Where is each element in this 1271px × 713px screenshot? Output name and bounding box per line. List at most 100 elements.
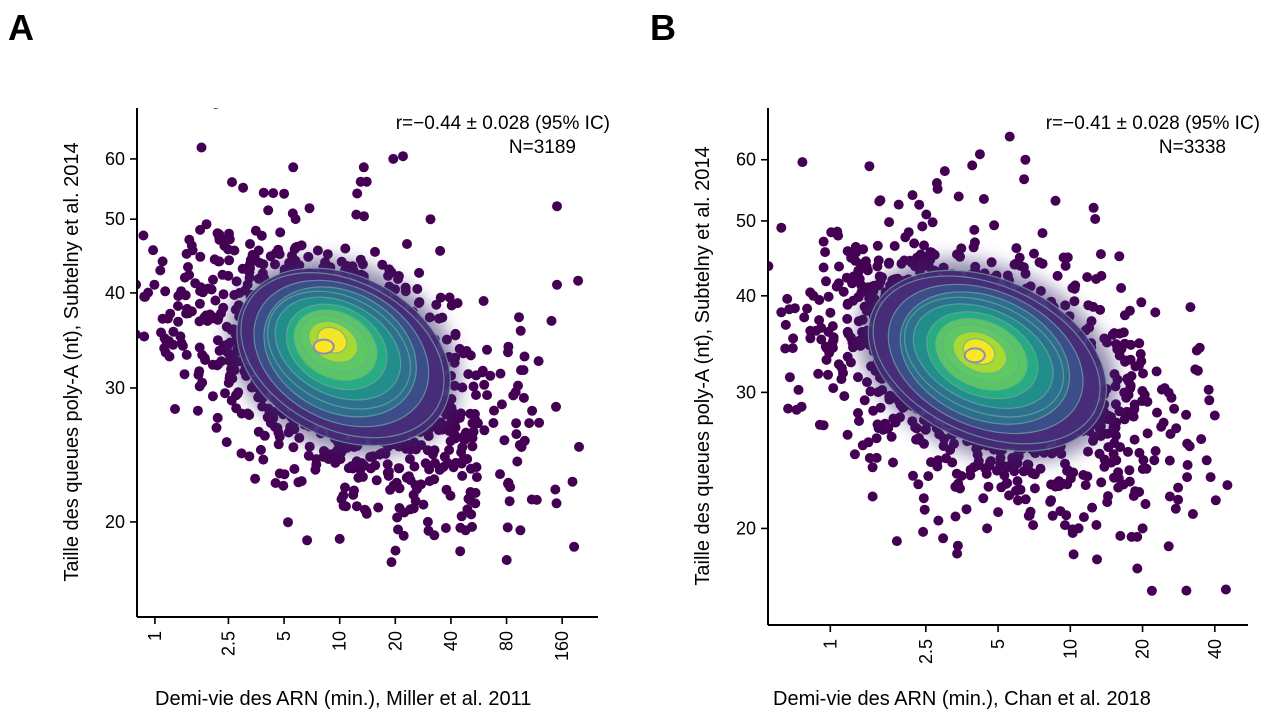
data-point: [273, 439, 284, 450]
data-point: [1152, 407, 1162, 418]
data-point: [836, 374, 847, 385]
data-point: [1142, 396, 1153, 407]
data-point: [989, 220, 1000, 231]
data-point: [952, 540, 963, 551]
data-point: [961, 504, 972, 515]
data-point: [351, 501, 362, 512]
x-tick-label: 40: [441, 631, 461, 651]
data-point: [1062, 252, 1073, 263]
data-point: [919, 240, 929, 251]
panel-letter: B: [650, 7, 676, 48]
x-tick-label: 20: [1133, 639, 1153, 659]
data-point: [1067, 283, 1078, 293]
data-point: [776, 222, 787, 233]
data-point: [221, 437, 232, 448]
data-point: [933, 515, 944, 526]
data-point: [304, 203, 315, 214]
data-point: [1096, 477, 1107, 488]
data-point: [983, 481, 994, 492]
data-point: [1047, 510, 1058, 521]
data-point: [414, 267, 425, 278]
data-point: [776, 307, 787, 318]
data-point: [1114, 251, 1125, 262]
data-point: [814, 295, 825, 305]
data-point: [1201, 455, 1212, 466]
data-point: [1062, 465, 1073, 476]
data-point: [495, 368, 506, 379]
data-point: [825, 307, 836, 318]
data-point: [247, 249, 258, 260]
data-point: [157, 313, 168, 324]
data-point: [275, 227, 286, 238]
data-point: [818, 420, 829, 431]
data-point: [1136, 356, 1147, 367]
data-point: [827, 321, 838, 332]
data-point: [149, 279, 160, 290]
data-point: [891, 536, 902, 547]
data-point: [813, 368, 824, 379]
data-point: [1146, 585, 1157, 596]
data-point: [874, 196, 885, 207]
data-point: [470, 498, 481, 509]
data-point: [184, 270, 195, 280]
data-point: [1060, 520, 1070, 531]
data-point: [1020, 154, 1031, 165]
data-point: [140, 291, 151, 302]
data-point: [780, 319, 791, 330]
data-point: [1163, 541, 1174, 552]
data-point: [871, 452, 882, 463]
data-point: [116, 230, 126, 240]
data-point: [918, 493, 929, 504]
data-point: [1029, 469, 1040, 480]
data-point: [440, 523, 451, 533]
data-point: [867, 462, 878, 473]
data-point: [821, 276, 831, 287]
data-point: [796, 401, 807, 412]
data-point: [1170, 503, 1181, 514]
data-point: [1123, 446, 1133, 457]
data-point: [828, 334, 839, 345]
data-point: [1181, 409, 1192, 420]
data-point: [220, 388, 230, 399]
data-point: [1123, 376, 1134, 387]
data-point: [229, 245, 240, 256]
plot-area: [115, 108, 584, 568]
data-point: [838, 286, 849, 297]
data-point: [1037, 228, 1048, 239]
data-point: [226, 395, 237, 406]
data-point: [1164, 491, 1175, 502]
data-point: [1151, 366, 1162, 377]
data-point: [799, 312, 810, 323]
data-point: [1203, 384, 1214, 395]
data-point: [893, 199, 904, 210]
data-point: [1090, 214, 1101, 224]
plot-area: [768, 131, 1233, 596]
data-point: [279, 188, 290, 199]
y-tick-label: 50: [105, 209, 125, 229]
data-point: [287, 208, 298, 219]
data-point: [210, 295, 221, 306]
data-point: [439, 451, 450, 462]
data-point: [797, 157, 808, 168]
data-point: [802, 303, 813, 314]
data-point: [227, 373, 238, 384]
data-point: [489, 405, 499, 416]
data-point: [322, 249, 333, 260]
x-tick-label: 20: [385, 631, 405, 651]
data-point: [864, 161, 875, 172]
data-point: [1012, 476, 1023, 487]
data-point: [1019, 174, 1030, 185]
data-point: [1165, 429, 1176, 439]
data-point: [193, 369, 204, 380]
data-point: [1181, 585, 1192, 596]
sample-size-annotation: N=3338: [1159, 137, 1226, 158]
data-point: [504, 496, 515, 507]
data-point: [425, 214, 436, 225]
data-point: [1083, 446, 1093, 457]
data-point: [115, 349, 125, 359]
data-point: [1182, 438, 1193, 449]
data-point: [503, 347, 513, 358]
data-point: [1037, 258, 1048, 269]
data-point: [173, 301, 183, 311]
data-point: [435, 292, 446, 303]
